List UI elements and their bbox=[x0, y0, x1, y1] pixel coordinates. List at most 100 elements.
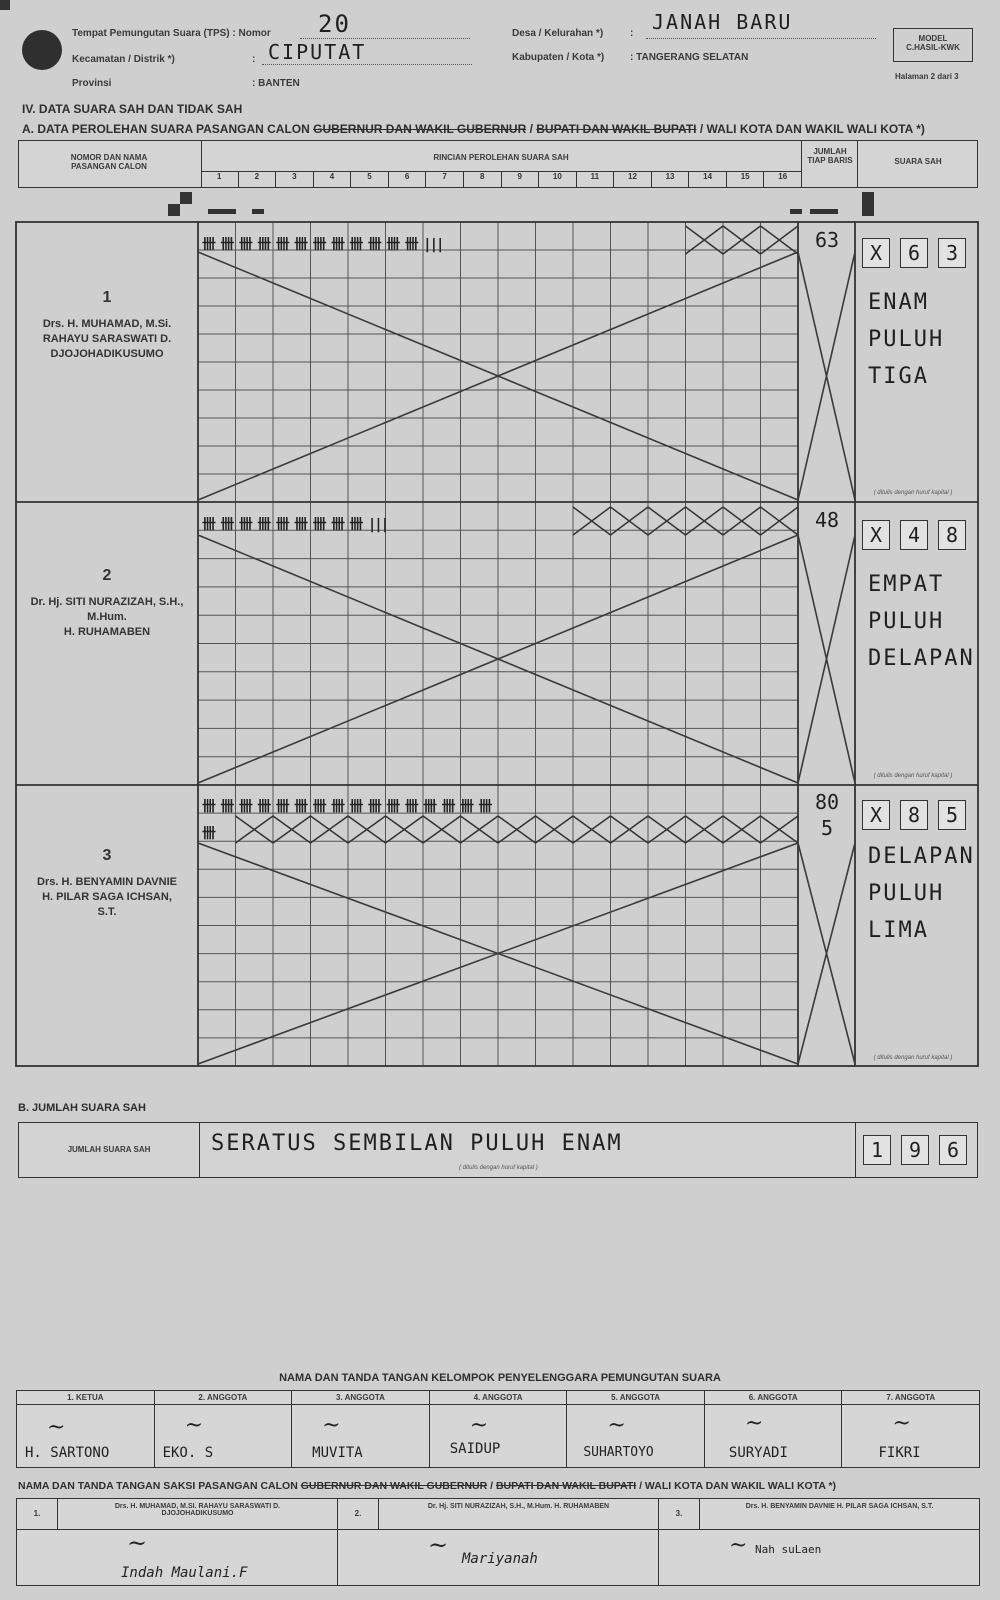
signature: ~ bbox=[127, 1529, 148, 1557]
saksi-prefix: NAMA DAN TANDA TANGAN SAKSI PASANGAN CAL… bbox=[18, 1480, 301, 1492]
alignment-marker bbox=[810, 209, 838, 214]
cell-cross bbox=[722, 225, 761, 255]
section-b-digit: 9 bbox=[901, 1135, 929, 1165]
word-line: DELAPAN bbox=[868, 844, 975, 869]
kpps-member: 6. ANGGOTA ~ SURYADI bbox=[704, 1391, 843, 1467]
model-box: MODEL C.HASIL-KWK bbox=[893, 28, 973, 62]
cross-line bbox=[197, 534, 799, 784]
section-a-suffix: / WALI KOTA DAN WAKIL WALI KOTA *) bbox=[696, 122, 925, 136]
section-b-divider bbox=[855, 1123, 856, 1177]
candidate-3-digit: X bbox=[862, 800, 890, 830]
candidate-1-info: 1 Drs. H. MUHAMAD, M.Si. RAHAYU SARASWAT… bbox=[18, 290, 196, 362]
tps-label: Tempat Pemungutan Suara (TPS) : Nomor bbox=[72, 28, 271, 39]
cell-cross bbox=[497, 815, 536, 844]
head-colnum: 6 bbox=[389, 172, 427, 188]
cell-cross bbox=[422, 815, 461, 844]
candidate-3-words: DELAPAN PULUH LIMA bbox=[868, 838, 975, 949]
candidate-number: 2 bbox=[102, 567, 112, 584]
cell-cross bbox=[347, 815, 386, 844]
kpps-member: 2. ANGGOTA ~ EKO. S bbox=[154, 1391, 293, 1467]
saksi-entry: 3. Drs. H. BENYAMIN DAVNIE H. PILAR SAGA… bbox=[659, 1499, 979, 1585]
head-colnum: 5 bbox=[351, 172, 389, 188]
kpps-name: SAIDUP bbox=[449, 1441, 501, 1457]
provinsi-label: Provinsi bbox=[72, 78, 112, 89]
head-colnum: 15 bbox=[727, 172, 765, 188]
candidate-2-row-total: 48 bbox=[814, 508, 840, 532]
saksi-no: 2. bbox=[338, 1499, 379, 1529]
kpps-role: 2. ANGGOTA bbox=[154, 1391, 292, 1405]
candidate-2-info: 2 Dr. Hj. SITI NURAZIZAH, S.H., M.Hum. H… bbox=[18, 568, 196, 640]
cell-cross bbox=[647, 506, 686, 536]
kabupaten-label: Kabupaten / Kota *) bbox=[512, 52, 605, 63]
head-colnum: 14 bbox=[689, 172, 727, 188]
tps-underline bbox=[300, 38, 470, 39]
candidate-name2: H. PILAR SAGA ICHSAN, S.T. bbox=[42, 891, 172, 918]
cell-cross bbox=[647, 815, 686, 844]
kpps-name: EKO. S bbox=[162, 1445, 214, 1461]
kpps-name: MUVITA bbox=[312, 1445, 363, 1461]
word-line: PULUH bbox=[868, 609, 945, 634]
cell-cross bbox=[272, 815, 311, 844]
head-colnum: 7 bbox=[426, 172, 464, 188]
candidate-1-note: ( ditulis dengan huruf kapital ) bbox=[873, 490, 953, 496]
kpps-role: 3. ANGGOTA bbox=[292, 1391, 429, 1405]
alignment-marker bbox=[790, 209, 802, 214]
candidate-name1: Dr. Hj. SITI NURAZIZAH, S.H., M.Hum. bbox=[30, 596, 184, 623]
section-a-strike2: BUPATI DAN WAKIL BUPATI bbox=[536, 122, 697, 136]
tally-crosses bbox=[235, 225, 799, 844]
cell-cross bbox=[685, 506, 724, 536]
cell-cross bbox=[572, 815, 611, 844]
head-col2: RINCIAN PEROLEHAN SUARA SAH bbox=[433, 153, 569, 162]
grid-outer-border bbox=[15, 221, 979, 1067]
model-line2: C.HASIL-KWK bbox=[906, 43, 960, 52]
kpps-role: 6. ANGGOTA bbox=[704, 1391, 842, 1405]
saksi-head: 1. Drs. H. MUHAMAD, M.SI. RAHAYU SARASWA… bbox=[17, 1499, 337, 1530]
candidate-2-digit: 8 bbox=[938, 520, 966, 550]
section-a-title: A. DATA PEROLEHAN SUARA PASANGAN CALON G… bbox=[22, 122, 925, 136]
saksi-pair: Drs. H. MUHAMAD, M.SI. RAHAYU SARASWATI … bbox=[114, 1503, 281, 1517]
candidate-1-tally: 卌 卌 卌 卌 卌 卌 卌 卌 卌 卌 卌 卌 ||| bbox=[202, 237, 444, 253]
signature: ~ bbox=[184, 1413, 204, 1438]
cross-line bbox=[797, 251, 856, 501]
section-a-strike1: GUBERNUR DAN WAKIL GUBERNUR bbox=[313, 122, 527, 136]
cell-cross bbox=[685, 815, 724, 844]
saksi-no: 1. bbox=[17, 1499, 58, 1529]
section-a-prefix: A. DATA PEROLEHAN SUARA PASANGAN CALON bbox=[22, 122, 314, 136]
head-colnum: 10 bbox=[539, 172, 577, 188]
kpps-name: SURYADI bbox=[728, 1445, 788, 1461]
section-b-box: JUMLAH SUARA SAH SERATUS SEMBILAN PULUH … bbox=[18, 1122, 978, 1178]
cell-cross bbox=[685, 225, 724, 255]
head-colnum: 9 bbox=[502, 172, 540, 188]
section-b-divider bbox=[199, 1123, 200, 1177]
saksi-strike1: GUBERNUR DAN WAKIL GUBERNUR bbox=[300, 1480, 488, 1492]
head-colnum: 2 bbox=[239, 172, 277, 188]
section-b-words: SERATUS SEMBILAN PULUH ENAM bbox=[211, 1131, 623, 1156]
head-colnum: 1 bbox=[201, 172, 239, 188]
candidate-name2: RAHAYU SARASWATI D. DJOJOHADIKUSUMO bbox=[42, 333, 172, 360]
word-line: TIGA bbox=[868, 364, 929, 389]
saksi-table: 1. Drs. H. MUHAMAD, M.SI. RAHAYU SARASWA… bbox=[16, 1498, 980, 1586]
signature: ~ bbox=[607, 1413, 626, 1438]
kpps-name: FIKRI bbox=[878, 1445, 921, 1461]
desa-value: JANAH BARU bbox=[652, 10, 793, 34]
kecamatan-label: Kecamatan / Distrik *) bbox=[72, 54, 175, 65]
desa-label: Desa / Kelurahan *) bbox=[512, 28, 604, 39]
cell-cross bbox=[535, 815, 574, 844]
saksi-name: Mariyanah bbox=[462, 1551, 538, 1567]
candidate-2-words: EMPAT PULUH DELAPAN bbox=[868, 566, 975, 677]
signature: ~ bbox=[729, 1533, 748, 1558]
signature: ~ bbox=[47, 1415, 66, 1440]
kpps-member: 4. ANGGOTA ~ SAIDUP bbox=[429, 1391, 568, 1467]
word-line: PULUH bbox=[868, 881, 945, 906]
cell-cross bbox=[385, 815, 424, 844]
head-col4: SUARA SAH bbox=[894, 157, 942, 166]
word-line: EMPAT bbox=[868, 572, 945, 597]
kpps-member: 1. KETUA ~ H. SARTONO bbox=[17, 1391, 155, 1467]
candidate-2-tally: 卌 卌 卌 卌 卌 卌 卌 卌 卌 ||| bbox=[202, 517, 389, 533]
corner-marker bbox=[0, 0, 10, 10]
kpps-members: 1. KETUA ~ H. SARTONO 2. ANGGOTA ~ EKO. … bbox=[17, 1391, 980, 1467]
kpps-name: SUHARTOYO bbox=[583, 1445, 654, 1460]
grid-lines bbox=[198, 222, 798, 1066]
head-colnum: 16 bbox=[778, 172, 788, 181]
